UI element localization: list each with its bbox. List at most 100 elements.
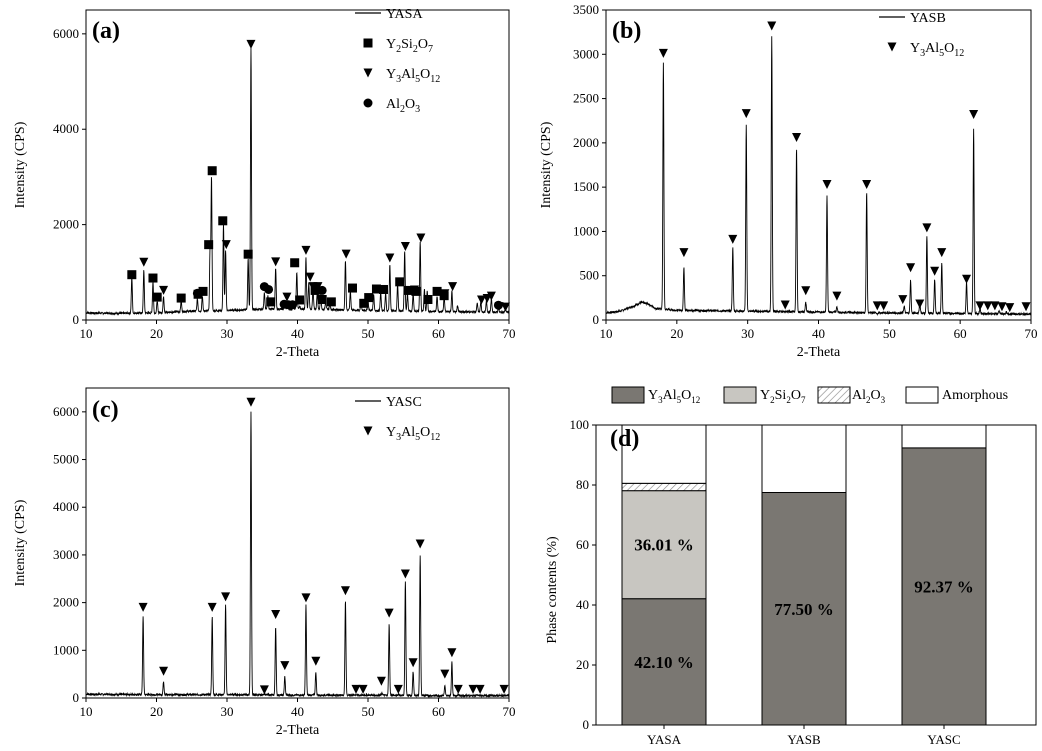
- peak-square-marker: [198, 286, 208, 296]
- y-axis-title: Intensity (CPS): [13, 499, 28, 586]
- peak-triangle-marker: [139, 257, 149, 267]
- peak-square-marker: [403, 285, 413, 295]
- peak-square-marker: [423, 294, 433, 304]
- formula-part: Y: [760, 388, 770, 403]
- peak-triangle-marker: [159, 285, 169, 295]
- x-tick-label: YASA: [647, 732, 682, 747]
- peak-triangle-marker: [384, 608, 394, 618]
- formula-part: Al: [401, 425, 415, 440]
- subscript: 2: [413, 44, 418, 55]
- x-tick-label: 30: [741, 326, 754, 341]
- peak-square-marker: [295, 295, 305, 305]
- peak-triangle-marker: [246, 397, 256, 407]
- peak-square-marker: [204, 240, 214, 250]
- y-tick-label: 0: [593, 312, 600, 327]
- subscript: 2: [396, 44, 401, 55]
- peak-triangle-marker: [340, 586, 350, 596]
- peak-triangle-marker: [879, 301, 889, 311]
- peak-triangle-marker: [376, 676, 386, 686]
- subscript: 5: [677, 395, 682, 405]
- peak-triangle-marker: [962, 274, 972, 284]
- formula-part: O: [791, 388, 801, 403]
- peak-triangle-marker: [221, 240, 231, 250]
- peak-square-marker: [379, 284, 389, 294]
- formula-part: Al: [386, 97, 400, 112]
- peak-triangle-marker: [453, 684, 463, 694]
- peak-triangle-marker: [400, 569, 410, 579]
- legend-swatch-am: [905, 386, 939, 404]
- peak-triangle-marker: [780, 300, 790, 310]
- panel-label: (c): [92, 397, 119, 423]
- peak-triangle-marker: [408, 658, 418, 668]
- peak-triangle-marker: [259, 685, 269, 695]
- peak-triangle-marker: [728, 234, 738, 244]
- x-tick-label: 40: [812, 326, 825, 341]
- y-tick-label: 80: [576, 477, 589, 492]
- peak-triangle-marker: [975, 301, 985, 311]
- subscript: 2: [786, 395, 791, 405]
- peak-triangle-marker: [138, 602, 148, 612]
- bar-segment-yag: [901, 447, 987, 726]
- x-tick-label: YASB: [787, 732, 821, 747]
- legend-label: Y3Al5O12: [910, 41, 964, 59]
- panel-label: (a): [92, 18, 120, 44]
- x-axis-title: 2-Theta: [797, 345, 841, 360]
- x-tick-label: 50: [362, 704, 375, 719]
- peak-triangle-marker: [159, 666, 169, 676]
- peak-triangle-marker: [440, 669, 450, 679]
- peak-square-marker: [395, 277, 405, 287]
- peak-triangle-marker: [658, 48, 668, 58]
- formula-part: O: [944, 41, 954, 56]
- legend-triangle-symbol: [363, 426, 373, 436]
- formula-part: Y: [386, 425, 396, 440]
- subscript: 12: [430, 432, 440, 443]
- x-tick-label: 20: [150, 704, 163, 719]
- subscript: 5: [415, 432, 420, 443]
- legend-label: Amorphous: [942, 388, 1008, 403]
- y-tick-label: 60: [576, 537, 589, 552]
- legend-label: YASB: [910, 11, 946, 26]
- peak-triangle-marker: [915, 299, 925, 309]
- peak-square-marker: [127, 270, 137, 280]
- legend-label: Y3Al5O12: [386, 425, 440, 443]
- legend-label: Y3Al5O12: [648, 388, 700, 405]
- peak-triangle-marker: [246, 39, 256, 49]
- y-tick-label: 1000: [53, 642, 79, 657]
- peak-square-marker: [243, 249, 253, 259]
- legend-label: YASC: [386, 395, 422, 410]
- legend-triangle-symbol: [363, 68, 373, 78]
- peak-triangle-marker: [499, 684, 509, 694]
- peak-triangle-marker: [282, 292, 292, 302]
- y-tick-label: 6000: [53, 404, 79, 419]
- x-tick-label: 70: [503, 704, 516, 719]
- y-axis-title: Intensity (CPS): [13, 121, 28, 208]
- x-tick-label: 10: [80, 704, 93, 719]
- peak-triangle-marker: [832, 291, 842, 301]
- subscript: 2: [400, 104, 405, 115]
- subscript: 3: [396, 432, 401, 443]
- peak-square-marker: [310, 285, 320, 295]
- y-tick-label: 0: [73, 312, 80, 327]
- peak-triangle-marker: [822, 179, 832, 189]
- subscript: 5: [939, 48, 944, 59]
- plot-frame: [85, 387, 510, 699]
- legend-label: Y2Si2O7: [760, 388, 806, 405]
- peak-triangle-marker: [792, 133, 802, 143]
- peak-triangle-marker: [990, 301, 1000, 311]
- bar-value-label: 42.10 %: [634, 653, 694, 672]
- formula-part: Y: [386, 37, 396, 52]
- y-tick-label: 2500: [573, 91, 599, 106]
- x-tick-label: 60: [954, 326, 967, 341]
- peak-triangle-marker: [448, 282, 458, 292]
- plot-frame: [85, 9, 510, 321]
- subscript: 2: [866, 395, 871, 405]
- peak-square-marker: [290, 258, 300, 268]
- subscript: 2: [770, 395, 775, 405]
- peak-triangle-marker: [221, 592, 231, 602]
- formula-part: Y: [910, 41, 920, 56]
- formula-part: O: [681, 388, 691, 403]
- formula-part: O: [405, 97, 415, 112]
- peak-triangle-marker: [447, 648, 457, 658]
- peak-triangle-marker: [872, 301, 882, 311]
- formula-part: O: [871, 388, 881, 403]
